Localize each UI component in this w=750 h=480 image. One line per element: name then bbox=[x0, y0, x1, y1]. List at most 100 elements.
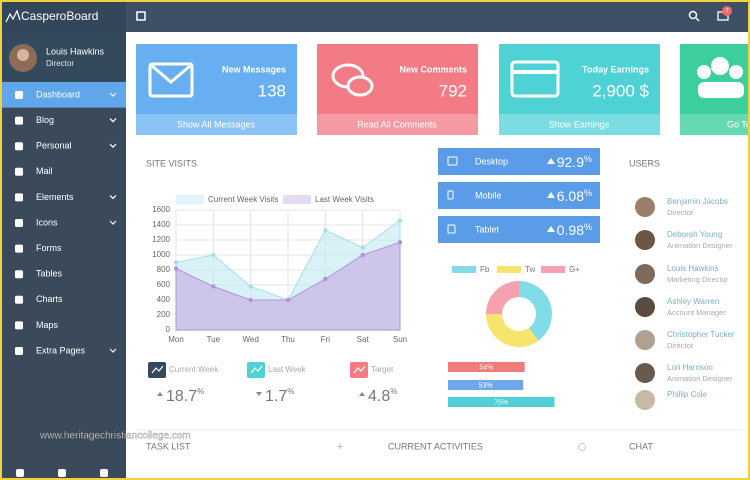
x-tick-label: Thu bbox=[281, 335, 295, 344]
x-tick-label: Sun bbox=[393, 335, 407, 344]
profile-name: Louis Hawkins bbox=[46, 46, 105, 56]
nav-icon bbox=[15, 347, 23, 355]
user-name[interactable]: Louis Hawkins bbox=[667, 264, 719, 273]
nav-chevron bbox=[109, 143, 117, 149]
user-role: Director bbox=[667, 341, 694, 350]
trend-arrow bbox=[547, 226, 555, 232]
device-icon bbox=[447, 224, 456, 234]
sidebar-footer-icon[interactable] bbox=[16, 469, 24, 477]
user-name[interactable]: Lori Harrison bbox=[667, 363, 713, 372]
stat-icon bbox=[247, 362, 265, 378]
stat-number: 4.8 bbox=[368, 388, 390, 405]
card-footer[interactable] bbox=[136, 114, 297, 135]
add-button[interactable]: + bbox=[337, 441, 343, 453]
pie-slice bbox=[486, 314, 539, 347]
brand[interactable]: CasperoBoard bbox=[21, 9, 98, 23]
nav-icon bbox=[15, 295, 23, 304]
device-number: 6.08 bbox=[557, 188, 584, 204]
trend-arrow bbox=[359, 392, 365, 396]
x-tick-label: Wed bbox=[243, 335, 259, 344]
legend-label: Fb bbox=[480, 265, 490, 274]
nav-chevron bbox=[109, 194, 117, 200]
stat-icon bbox=[148, 362, 166, 378]
section-title: USERS bbox=[629, 158, 660, 168]
stat-icon bbox=[350, 362, 368, 378]
stat-unit: % bbox=[287, 387, 294, 396]
user-role: Animation Designer bbox=[667, 374, 733, 383]
top-bar bbox=[126, 0, 750, 32]
user-name[interactable]: Phillip Cole bbox=[667, 390, 708, 399]
section-title: TASK LIST bbox=[146, 441, 191, 451]
user-name[interactable]: Benjamin Jacobs bbox=[667, 197, 728, 206]
nav-icon bbox=[15, 193, 23, 202]
nav-item[interactable]: Personal bbox=[36, 141, 72, 151]
section-title: CHAT bbox=[629, 441, 653, 451]
card-link[interactable]: Go To bbox=[727, 119, 750, 129]
y-tick-label: 200 bbox=[157, 310, 171, 319]
sidebar-footer-icon[interactable] bbox=[58, 469, 66, 477]
device-unit: % bbox=[584, 154, 592, 164]
device-name: Mobile bbox=[475, 190, 502, 200]
progress-label: 75% bbox=[494, 399, 508, 406]
nav-item[interactable]: Forms bbox=[36, 243, 62, 253]
legend-swatch bbox=[283, 195, 311, 204]
card-footer[interactable] bbox=[317, 114, 478, 135]
device-value: 6.08% bbox=[557, 188, 592, 204]
user-name[interactable]: Ashley Warren bbox=[667, 297, 719, 306]
stat-unit: % bbox=[390, 387, 397, 396]
card-value: 2,900 $ bbox=[592, 81, 649, 100]
nav-item[interactable]: Elements bbox=[36, 192, 74, 202]
trend-arrow bbox=[547, 158, 555, 164]
stat-value: 1.7% bbox=[265, 387, 294, 405]
card-icon bbox=[510, 60, 560, 98]
card-link[interactable]: Read All Comments bbox=[357, 119, 437, 129]
search-icon[interactable] bbox=[688, 10, 698, 20]
card-footer[interactable] bbox=[499, 114, 660, 135]
nav-item[interactable]: Icons bbox=[36, 217, 58, 227]
nav-item[interactable]: Blog bbox=[36, 115, 54, 125]
point bbox=[211, 284, 216, 289]
refresh-icon[interactable] bbox=[578, 443, 586, 451]
device-name: Tablet bbox=[475, 224, 500, 234]
nav-icon bbox=[15, 270, 23, 279]
user-name[interactable]: Deborah Young bbox=[667, 230, 722, 239]
point bbox=[323, 228, 328, 233]
nav-item[interactable]: Tables bbox=[36, 269, 63, 279]
trend-arrow bbox=[157, 392, 163, 396]
y-tick-label: 1600 bbox=[152, 205, 170, 214]
card-footer[interactable] bbox=[680, 114, 750, 135]
nav-item[interactable]: Maps bbox=[36, 320, 59, 330]
stat-value: 18.7% bbox=[166, 387, 204, 405]
trend-arrow bbox=[256, 392, 262, 396]
card-link[interactable]: Show All Messages bbox=[177, 119, 256, 129]
nav-item[interactable]: Extra Pages bbox=[36, 345, 86, 355]
device-unit: % bbox=[584, 222, 592, 232]
nav-item[interactable]: Dashboard bbox=[36, 89, 80, 99]
section-title: CURRENT ACTIVITIES bbox=[388, 441, 483, 451]
stat-value: 4.8% bbox=[368, 387, 397, 405]
point bbox=[397, 218, 403, 223]
section-title: SITE VISITS bbox=[146, 158, 197, 168]
nav-item[interactable]: Charts bbox=[36, 294, 63, 304]
menu-toggle[interactable] bbox=[136, 11, 146, 21]
point bbox=[173, 260, 179, 265]
user-avatar bbox=[635, 390, 655, 410]
user-role: Director bbox=[667, 208, 694, 217]
card-value: 138 bbox=[258, 81, 286, 100]
card-title: New Messages bbox=[222, 64, 286, 74]
point bbox=[248, 297, 253, 303]
y-tick-label: 1200 bbox=[152, 235, 170, 244]
y-tick-label: 1000 bbox=[152, 250, 170, 259]
sidebar-footer-icon[interactable] bbox=[100, 469, 108, 477]
logo-area bbox=[0, 0, 126, 32]
user-name[interactable]: Christopher Tucker bbox=[667, 330, 735, 339]
point bbox=[211, 252, 216, 258]
nav-item[interactable]: Mail bbox=[36, 166, 53, 176]
card-link[interactable]: Show Earnings bbox=[549, 119, 610, 129]
profile-role: Director bbox=[46, 59, 74, 68]
device-icon bbox=[447, 190, 454, 200]
stat-number: 18.7 bbox=[166, 388, 197, 405]
